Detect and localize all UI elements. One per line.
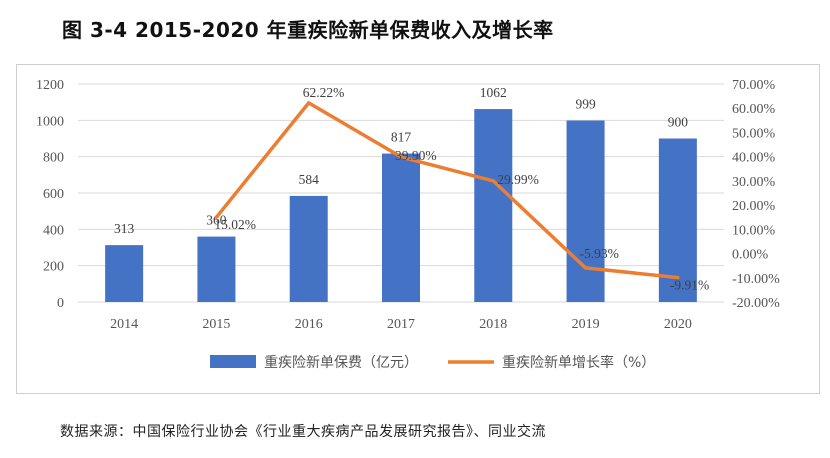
chart-frame <box>16 64 820 394</box>
chart-title: 图 3-4 2015-2020 年重疾险新单保费收入及增长率 <box>62 18 554 42</box>
y-left-tick-label: 1000 <box>36 114 64 129</box>
line-value-label: 62.22% <box>303 85 345 100</box>
bar <box>566 120 605 302</box>
x-tick-label: 2019 <box>572 317 600 332</box>
y-right-tick-label: 20.00% <box>732 199 776 214</box>
source-note: 数据来源：中国保险行业协会《行业重大疾病产品发展研究报告》、同业交流 <box>60 424 546 440</box>
bar-value-label: 313 <box>114 221 135 236</box>
x-tick-label: 2017 <box>387 317 415 332</box>
x-tick-label: 2014 <box>110 317 138 332</box>
bar-value-label: 1062 <box>480 85 507 100</box>
bar-value-label: 360 <box>206 213 227 228</box>
bar-value-label: 999 <box>575 97 596 112</box>
x-tick-label: 2020 <box>664 317 692 332</box>
y-right-tick-label: 70.00% <box>732 78 776 93</box>
y-right-tick-label: 40.00% <box>732 151 776 166</box>
x-tick-label: 2016 <box>295 317 323 332</box>
line-value-label: -5.93% <box>580 246 619 261</box>
legend-swatch-bar <box>210 355 256 368</box>
y-left-tick-label: 400 <box>43 223 64 238</box>
y-left-tick-label: 0 <box>57 296 64 311</box>
bar-value-label: 900 <box>668 115 689 130</box>
bar <box>382 153 420 302</box>
bar-value-label: 584 <box>299 172 320 187</box>
bar <box>474 109 513 302</box>
y-left-tick-label: 800 <box>43 151 64 166</box>
y-left-tick-label: 1200 <box>36 78 64 93</box>
y-right-tick-label: 0.00% <box>732 248 769 263</box>
bar-value-label: 817 <box>391 130 412 145</box>
x-tick-label: 2015 <box>202 317 230 332</box>
line-value-label: 39.90% <box>395 148 437 163</box>
y-left-tick-label: 200 <box>43 260 64 275</box>
x-tick-label: 2018 <box>479 317 507 332</box>
line-value-label: 29.99% <box>497 172 539 187</box>
line-value-label: 15.02% <box>214 217 256 232</box>
y-right-tick-label: 50.00% <box>732 126 776 141</box>
line-value-label: -9.91% <box>670 278 709 293</box>
bar <box>197 236 236 302</box>
y-right-tick-label: -20.00% <box>732 296 780 311</box>
legend-label-bar: 重疾险新单保费（亿元） <box>264 355 418 371</box>
bar <box>289 195 328 302</box>
bar <box>105 245 144 302</box>
legend-label-line: 重疾险新单增长率（%） <box>502 354 655 371</box>
growth-rate-line <box>214 101 680 280</box>
y-right-tick-label: 10.00% <box>732 223 776 238</box>
y-left-tick-label: 600 <box>43 187 64 202</box>
y-right-tick-label: -10.00% <box>732 272 780 287</box>
y-right-tick-label: 30.00% <box>732 175 776 190</box>
y-right-tick-label: 60.00% <box>732 102 776 117</box>
